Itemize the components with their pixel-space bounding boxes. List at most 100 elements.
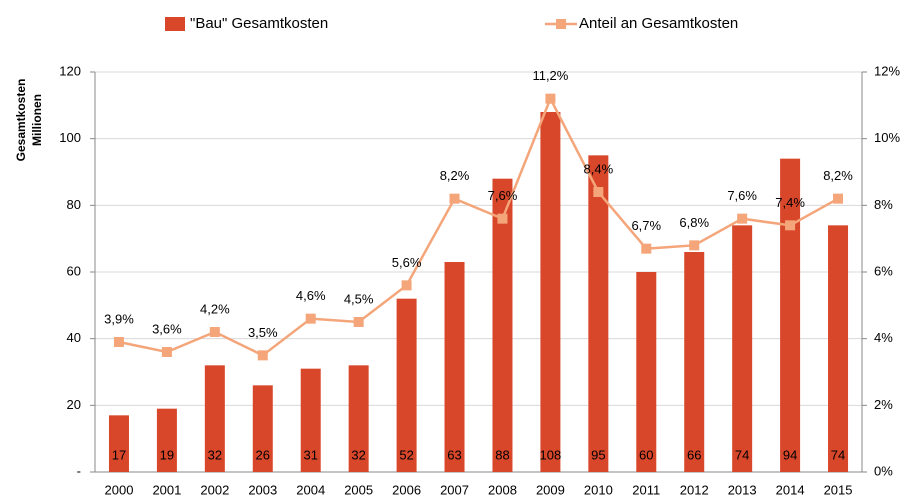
bar-value-label: 32 xyxy=(208,447,222,462)
line-value-label: 3,9% xyxy=(104,311,134,326)
x-tick-label: 2004 xyxy=(296,482,325,497)
line-value-label: 7,4% xyxy=(775,195,805,210)
line-value-label: 8,2% xyxy=(440,168,470,183)
x-tick-label: 2003 xyxy=(248,482,277,497)
bar-value-label: 52 xyxy=(399,447,413,462)
bar xyxy=(732,225,753,472)
bar-value-label: 95 xyxy=(591,447,605,462)
bar-value-label: 88 xyxy=(495,447,509,462)
bar-value-label: 32 xyxy=(351,447,365,462)
x-tick-label: 2010 xyxy=(584,482,613,497)
y-tick-label: 40 xyxy=(67,330,81,345)
bar-value-label: 66 xyxy=(687,447,701,462)
y-axis-label: Gesamtkosten xyxy=(14,79,28,162)
line xyxy=(118,95,839,357)
x-tick-label: 2012 xyxy=(680,482,709,497)
x-tick-label: 2009 xyxy=(536,482,565,497)
bar xyxy=(252,385,273,472)
x-tick-label: 2007 xyxy=(440,482,469,497)
line-value-label: 6,8% xyxy=(679,215,709,230)
legend-swatch xyxy=(165,17,185,31)
bar xyxy=(780,158,801,472)
line-marker xyxy=(497,213,508,224)
y2-tick-label: 2% xyxy=(874,397,893,412)
line-marker xyxy=(785,220,796,231)
y-axis-label: Millionen xyxy=(30,94,44,146)
x-tick-label: 2014 xyxy=(776,482,805,497)
line-value-label: 4,2% xyxy=(200,301,230,316)
bar xyxy=(540,112,561,472)
bar xyxy=(684,252,705,472)
y2-tick-label: 8% xyxy=(874,197,893,212)
bar-value-label: 31 xyxy=(303,447,317,462)
bar-value-label: 108 xyxy=(540,447,562,462)
y-tick-label: 80 xyxy=(67,197,81,212)
bar xyxy=(300,368,321,472)
bar xyxy=(492,178,513,472)
x-tick-label: 2008 xyxy=(488,482,517,497)
y-tick-label: 20 xyxy=(67,397,81,412)
y-tick-label: - xyxy=(77,463,81,478)
line-value-label: 7,6% xyxy=(488,188,518,203)
bar-value-label: 26 xyxy=(256,447,270,462)
line-marker xyxy=(689,240,700,251)
x-tick-label: 2013 xyxy=(728,482,757,497)
bar-value-label: 60 xyxy=(639,447,653,462)
legend-label: "Bau" Gesamtkosten xyxy=(190,15,328,32)
line-value-label: 6,7% xyxy=(631,218,661,233)
line-marker xyxy=(833,193,844,204)
x-tick-label: 2015 xyxy=(824,482,853,497)
line-marker xyxy=(305,313,316,324)
line-value-label: 3,5% xyxy=(248,325,278,340)
x-tick-label: 2002 xyxy=(200,482,229,497)
bar-value-label: 19 xyxy=(160,447,174,462)
line-marker xyxy=(737,213,748,224)
x-tick-label: 2001 xyxy=(152,482,181,497)
y2-tick-label: 6% xyxy=(874,263,893,278)
bar xyxy=(828,225,849,472)
x-tick-label: 2005 xyxy=(344,482,373,497)
bar xyxy=(588,155,609,473)
bar xyxy=(348,365,369,472)
legend-swatch xyxy=(556,19,566,29)
line-marker xyxy=(593,187,604,197)
x-tick-label: 2006 xyxy=(392,482,421,497)
y2-tick-label: 0% xyxy=(874,463,893,478)
bar-value-label: 17 xyxy=(112,447,126,462)
y-tick-label: 100 xyxy=(59,130,81,145)
bar xyxy=(108,415,129,472)
line-value-label: 11,2% xyxy=(532,68,568,83)
bar xyxy=(396,298,417,472)
y-tick-label: 60 xyxy=(67,263,81,278)
line-value-label: 3,6% xyxy=(152,321,182,336)
line-marker xyxy=(545,93,556,104)
bar-value-label: 74 xyxy=(831,447,845,462)
line-value-label: 4,5% xyxy=(344,291,374,306)
line-marker xyxy=(113,337,124,347)
line-marker xyxy=(401,280,412,291)
bar xyxy=(204,365,225,472)
line-value-label: 8,4% xyxy=(584,161,614,176)
line-marker xyxy=(641,243,652,254)
line-marker xyxy=(353,317,364,327)
bar-value-label: 74 xyxy=(735,447,749,462)
y-tick-label: 120 xyxy=(59,63,81,78)
x-tick-label: 2000 xyxy=(105,482,134,497)
bar-value-label: 94 xyxy=(783,447,797,462)
bar-value-label: 63 xyxy=(447,447,461,462)
bar xyxy=(156,408,177,472)
y2-tick-label: 10% xyxy=(874,130,900,145)
y2-tick-label: 12% xyxy=(874,63,900,78)
y2-tick-label: 4% xyxy=(874,330,893,345)
line-value-label: 4,6% xyxy=(296,288,326,303)
x-tick-label: 2011 xyxy=(632,482,660,497)
bar xyxy=(636,272,657,472)
line-marker xyxy=(161,347,172,357)
line-marker xyxy=(209,327,220,337)
legend-label: Anteil an Gesamtkosten xyxy=(579,15,738,32)
bar xyxy=(444,262,465,472)
line-marker xyxy=(449,193,460,204)
line-value-label: 8,2% xyxy=(823,168,853,183)
line-value-label: 5,6% xyxy=(392,255,422,270)
